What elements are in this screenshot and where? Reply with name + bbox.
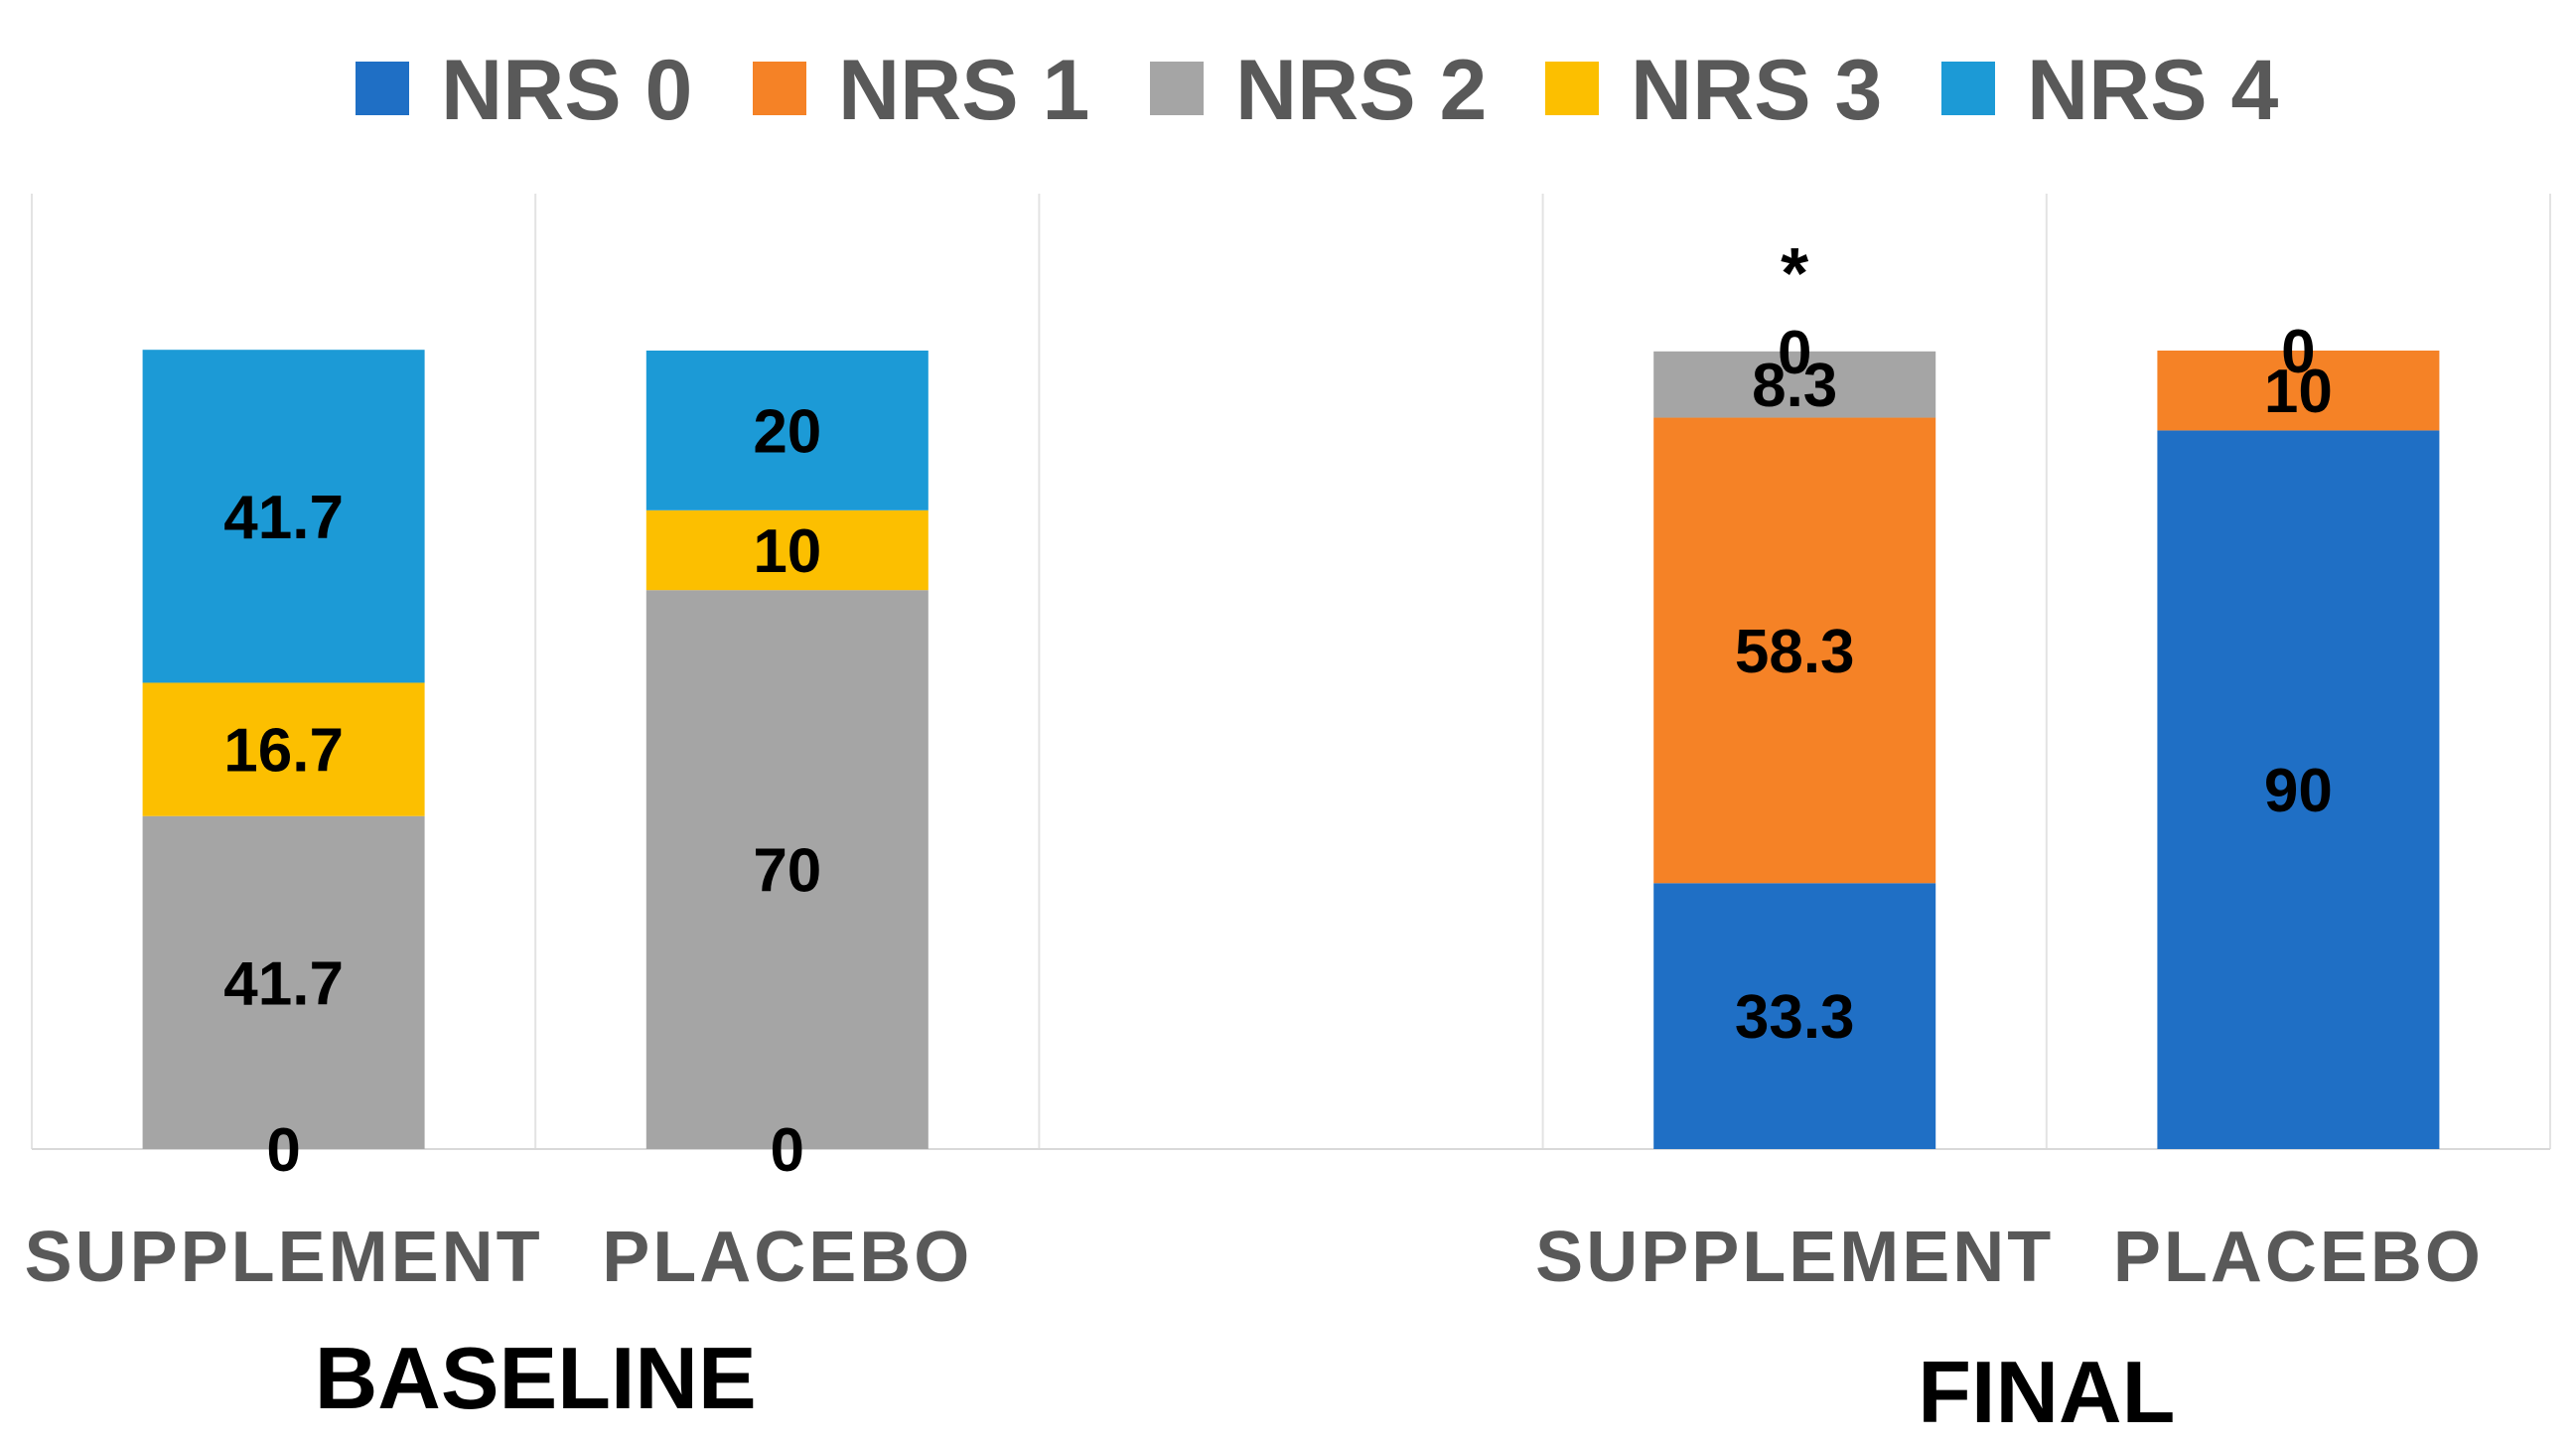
data-label: 41.7 bbox=[223, 484, 344, 552]
data-label: 90 bbox=[2264, 757, 2333, 825]
bar-segment bbox=[645, 590, 929, 1149]
legend-item: NRS 3 bbox=[1545, 43, 1882, 138]
data-label: 70 bbox=[753, 837, 821, 906]
grid bbox=[31, 194, 2551, 1150]
legend-item: NRS 1 bbox=[753, 43, 1089, 138]
axis-labels: SUPPLEMENT PLACEBO BASELINE SUPPLEMENT PLACE… bbox=[25, 1218, 2484, 1441]
bar-segment bbox=[142, 815, 425, 1149]
bar-segment bbox=[645, 351, 929, 510]
data-label: 0 bbox=[2281, 318, 2315, 386]
legend-item: NRS 4 bbox=[1941, 43, 2278, 138]
legend: NRS 0 NRS 1 NRS 2 NRS 3 NRS 4 bbox=[356, 43, 2278, 138]
legend-label: NRS 0 bbox=[441, 43, 692, 138]
legend-label: NRS 3 bbox=[1631, 43, 1882, 138]
bar-segment bbox=[142, 682, 425, 816]
data-label: 58.3 bbox=[1735, 618, 1855, 686]
data-label: 0 bbox=[771, 1116, 804, 1185]
data-label: 0 bbox=[266, 1116, 300, 1185]
bar-segment bbox=[1653, 351, 1936, 418]
legend-label: NRS 1 bbox=[838, 43, 1089, 138]
data-label: 33.3 bbox=[1735, 983, 1855, 1052]
data-label: 0 bbox=[1778, 319, 1811, 387]
legend-label: NRS 4 bbox=[2027, 43, 2278, 138]
bar-segment bbox=[645, 509, 929, 591]
category-label: PLACEBO bbox=[2113, 1218, 2484, 1297]
data-label: 10 bbox=[753, 517, 821, 586]
data-label: 8.3 bbox=[1752, 352, 1837, 420]
group-label: FINAL bbox=[1918, 1343, 2175, 1441]
group-label: BASELINE bbox=[315, 1329, 757, 1427]
bar-segment bbox=[1653, 417, 1936, 884]
bar-segment bbox=[142, 350, 425, 683]
data-label: 10 bbox=[2264, 358, 2333, 426]
bar-segment bbox=[2157, 430, 2440, 1149]
bar-segment bbox=[2157, 351, 2440, 431]
category-label: SUPPLEMENT bbox=[1535, 1218, 2054, 1297]
category-label: SUPPLEMENT bbox=[25, 1218, 543, 1297]
legend-swatch bbox=[753, 62, 806, 115]
legend-swatch bbox=[356, 62, 409, 115]
significance-marker: * bbox=[1781, 234, 1808, 314]
data-label: 16.7 bbox=[223, 717, 344, 786]
data-label: 41.7 bbox=[223, 949, 344, 1018]
legend-swatch bbox=[1150, 62, 1204, 115]
legend-label: NRS 2 bbox=[1235, 43, 1487, 138]
legend-swatch bbox=[1941, 62, 1995, 115]
bar-segment bbox=[1653, 883, 1936, 1149]
bars bbox=[142, 350, 2440, 1149]
category-label: PLACEBO bbox=[602, 1218, 972, 1297]
legend-swatch bbox=[1545, 62, 1599, 115]
data-label: 20 bbox=[753, 397, 821, 466]
legend-item: NRS 0 bbox=[356, 43, 692, 138]
legend-item: NRS 2 bbox=[1150, 43, 1487, 138]
